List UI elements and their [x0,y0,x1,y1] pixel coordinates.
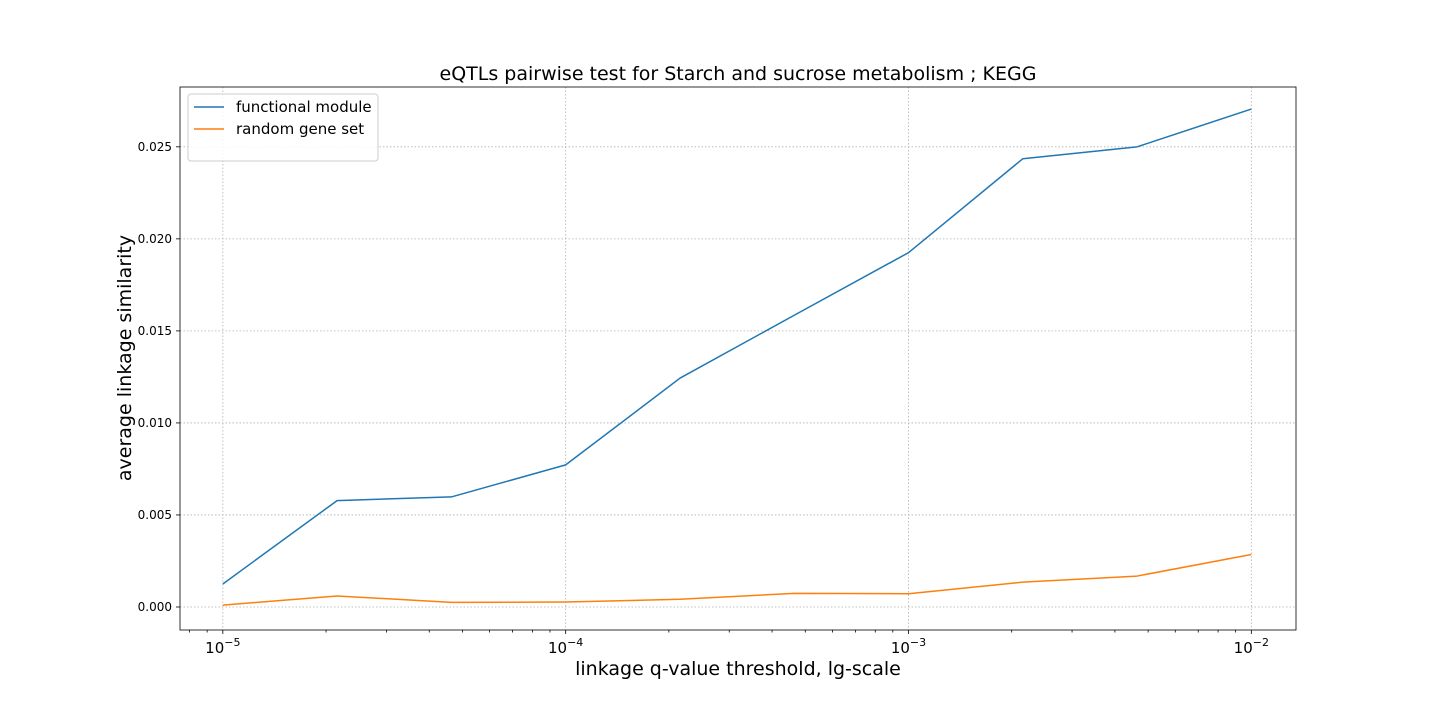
legend-label: random gene set [236,120,364,138]
legend-label: functional module [236,98,372,116]
y-axis: 0.000 0.005 0.010 0.015 0.020 0.025 [138,140,180,614]
y-tick-label: 0.015 [138,324,172,338]
plot-frame [179,86,1297,631]
y-axis-label: average linkage similarity [114,235,136,481]
y-tick-label: 0.025 [138,140,172,154]
x-tick-label: 10−4 [548,636,583,657]
x-tick-label: 10−2 [1234,636,1269,657]
series-line-functional-module [222,108,1252,585]
x-tick-label: 10−5 [205,636,240,657]
legend: functional module random gene set [187,93,379,162]
y-tick-label: 0.010 [138,416,172,430]
series-layer [222,108,1252,606]
x-axis-label: linkage q-value threshold, lg-scale [575,658,901,680]
y-tick-label: 0.000 [138,600,172,614]
x-axis: 10−5 10−4 10−3 10−2 [189,630,1269,657]
series-line-random-gene-set [222,553,1252,606]
x-tick-label: 10−3 [891,636,926,657]
chart-title: eQTLs pairwise test for Starch and sucro… [440,63,1037,85]
y-tick-label: 0.005 [138,508,172,522]
y-tick-label: 0.020 [138,232,172,246]
legend-box [187,93,379,162]
